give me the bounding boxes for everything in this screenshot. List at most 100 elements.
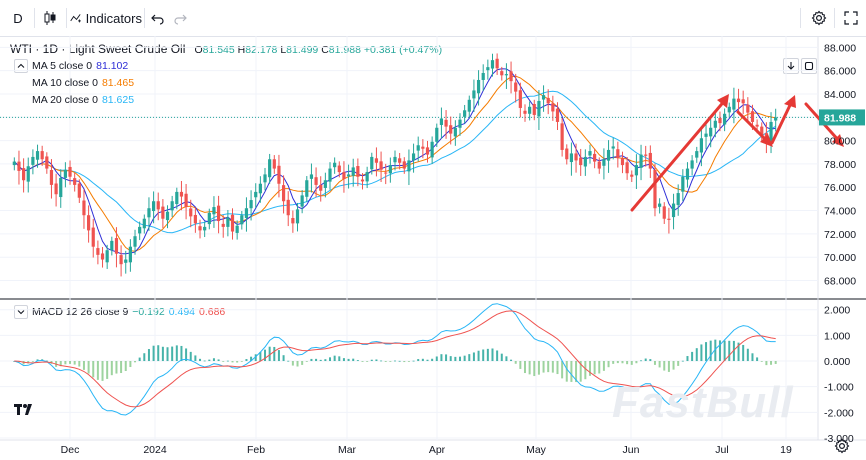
- annotation-arrow: [770, 99, 794, 145]
- macd-histogram-bar: [27, 361, 30, 364]
- macd-histogram-bar: [728, 340, 731, 362]
- macd-histogram-bar: [291, 361, 294, 366]
- date-tick-label: 2024: [143, 444, 167, 456]
- candle-body: [723, 113, 727, 125]
- macd-histogram-bar: [347, 358, 350, 362]
- candle-body: [342, 172, 346, 180]
- ohlc-value-l: 81.499: [286, 44, 322, 56]
- candle-body: [727, 106, 731, 113]
- candle-body: [384, 172, 388, 174]
- candle-body: [203, 226, 207, 231]
- macd-histogram-bar: [598, 361, 601, 374]
- candle-body: [156, 201, 160, 210]
- candle-body: [356, 166, 360, 177]
- indicator-row[interactable]: MA 5 close 0 81.102: [14, 58, 128, 74]
- candle-body: [430, 141, 434, 158]
- macd-histogram-bar: [259, 351, 262, 362]
- fullscreen-button[interactable]: [840, 6, 862, 30]
- candle-body: [444, 119, 448, 127]
- candle-body: [370, 156, 374, 170]
- macd-histogram-bar: [556, 361, 559, 375]
- macd-histogram-bar: [333, 355, 336, 362]
- annotation-arrow-head: [784, 95, 796, 108]
- indicator-row[interactable]: MA 10 close 0 81.465: [14, 75, 134, 91]
- candle-body: [235, 225, 239, 233]
- macd-histogram-bar: [435, 356, 438, 362]
- scroll-down-button[interactable]: [783, 58, 799, 74]
- candle-body: [453, 127, 457, 137]
- collapse-toggle[interactable]: [14, 59, 28, 73]
- candle-body: [606, 149, 611, 161]
- collapse-toggle[interactable]: [14, 305, 28, 319]
- candle-body: [133, 236, 137, 247]
- candle-body: [741, 99, 745, 104]
- annotation-arrow-head: [760, 134, 773, 147]
- interval-button[interactable]: D: [6, 6, 30, 30]
- top-toolbar: D Indicators: [0, 0, 866, 37]
- macd-histogram-bar: [208, 359, 211, 362]
- macd-histogram-bar: [709, 340, 712, 362]
- candle-body: [476, 79, 481, 94]
- candle-body: [175, 191, 179, 205]
- candle-body: [286, 199, 290, 216]
- macd-histogram-bar: [143, 353, 146, 362]
- macd-tick-label: 1.000: [824, 330, 850, 342]
- macd-histogram-bar: [770, 361, 773, 365]
- candle-body: [281, 185, 286, 202]
- axis-settings-button[interactable]: [834, 438, 852, 456]
- macd-histogram-bar: [394, 360, 396, 362]
- indicator-row[interactable]: MA 20 close 0 81.625: [14, 92, 134, 108]
- date-tick-label: Jun: [623, 444, 640, 456]
- gear-icon: [811, 10, 827, 26]
- candle-body: [653, 169, 657, 209]
- toolbar-divider: [66, 8, 67, 28]
- maximize-icon: [804, 61, 814, 71]
- macd-histogram-bar: [59, 361, 62, 367]
- macd-histogram-bar: [375, 359, 378, 362]
- date-tick-label: Dec: [61, 444, 80, 456]
- candle-body: [634, 165, 639, 176]
- macd-histogram-bar: [338, 356, 341, 362]
- redo-button[interactable]: [170, 6, 190, 30]
- indicators-button[interactable]: Indicators: [70, 6, 142, 30]
- macd-histogram-bar: [691, 351, 694, 362]
- macd-histogram-bar: [426, 359, 429, 362]
- macd-histogram-bar: [342, 358, 345, 362]
- macd-histogram-bar: [245, 359, 248, 362]
- macd-histogram-bar: [542, 361, 545, 373]
- macd-histogram-bar: [273, 346, 276, 362]
- macd-histogram-bar: [640, 360, 643, 362]
- candle-body: [91, 227, 95, 247]
- macd-histogram-bar: [491, 348, 494, 362]
- annotation-arrow: [736, 110, 770, 144]
- macd-histogram-bar: [110, 361, 113, 376]
- candle-body: [96, 248, 100, 255]
- chart-type-button[interactable]: [38, 6, 62, 30]
- macd-histogram-bar: [732, 340, 735, 362]
- candle-body: [425, 147, 430, 155]
- candle-body: [620, 158, 625, 166]
- macd-histogram-bar: [677, 361, 680, 366]
- date-tick-label: Jul: [715, 444, 728, 456]
- candle-body: [114, 238, 119, 254]
- macd-histogram-bar: [194, 355, 197, 362]
- macd-histogram-bar: [403, 361, 406, 363]
- macd-histogram-bar: [352, 358, 355, 362]
- pane-maximize-button[interactable]: [801, 58, 817, 74]
- macd-histogram-bar: [616, 361, 619, 364]
- candle-body: [667, 218, 671, 220]
- macd-histogram-bar: [171, 346, 174, 362]
- macd-histogram-bar: [87, 361, 90, 374]
- undo-icon: [151, 14, 164, 25]
- candle-body: [532, 103, 536, 115]
- macd-histogram-bar: [417, 359, 420, 362]
- settings-button[interactable]: [808, 6, 830, 30]
- candle-body: [671, 203, 676, 218]
- undo-button[interactable]: [148, 6, 168, 30]
- candle-body: [690, 160, 694, 169]
- candle-body: [421, 146, 425, 149]
- candle-body: [49, 169, 54, 185]
- macd-histogram-bar: [760, 361, 763, 362]
- macd-histogram-bar: [370, 359, 373, 362]
- candle-body: [346, 174, 351, 177]
